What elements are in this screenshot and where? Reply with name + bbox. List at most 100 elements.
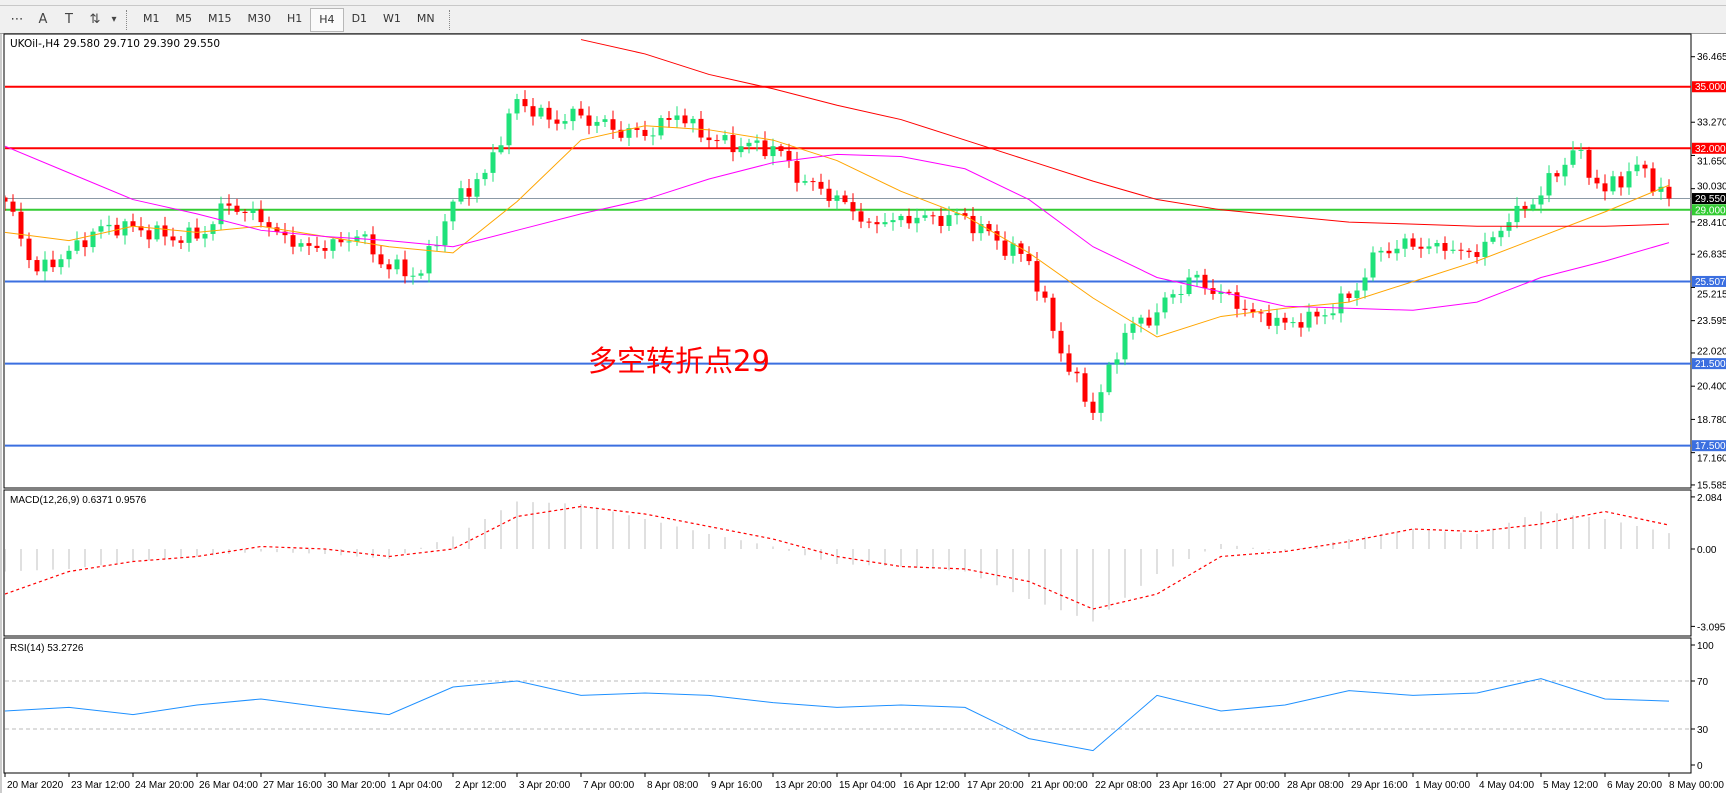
candle-body [938, 215, 944, 226]
candle-body [1298, 322, 1304, 328]
candle-body [1162, 297, 1168, 313]
candle-body [74, 240, 80, 251]
candle-body [378, 254, 384, 265]
candle-body [138, 226, 144, 231]
candle-body [1522, 205, 1528, 209]
timeframe-m15[interactable]: M15 [208, 12, 232, 25]
candle-body [706, 137, 712, 141]
candle-body [1394, 248, 1400, 254]
candle-body [1346, 293, 1352, 299]
timeframe-m30[interactable]: M30 [247, 12, 272, 25]
timeframe-h4[interactable]: H4 [310, 7, 344, 32]
candle-body [714, 140, 720, 142]
candle-body [882, 222, 888, 225]
candle-body [514, 99, 520, 114]
level-label: 32.000 [1695, 144, 1726, 155]
moving-average-slow [580, 39, 1670, 227]
candle-body [1194, 274, 1200, 278]
candle-body [410, 275, 416, 277]
timeframe-d1[interactable]: D1 [351, 12, 368, 25]
time-tick-label: 28 Apr 08:00 [1287, 780, 1344, 791]
candle-body [1618, 176, 1624, 188]
candle-body [1426, 246, 1432, 249]
candle-body [426, 246, 432, 274]
candle-body [1610, 176, 1616, 192]
candle-body [42, 259, 48, 272]
chevron-down-icon[interactable]: ▾ [111, 14, 117, 25]
time-tick-label: 8 May 00:00 [1669, 780, 1724, 791]
candle-body [626, 128, 632, 138]
candle-body [1666, 186, 1672, 199]
time-tick-label: 4 May 04:00 [1479, 780, 1534, 791]
candle-body [770, 146, 776, 157]
time-tick-label: 29 Apr 16:00 [1351, 780, 1408, 791]
candle-body [826, 188, 832, 201]
candle-body [578, 108, 584, 116]
candle-body [1386, 250, 1392, 254]
candle-body [1482, 241, 1488, 257]
candle-body [674, 115, 680, 120]
price-tick-label: 22.020 [1697, 347, 1726, 358]
text-label-icon[interactable]: T [65, 12, 73, 27]
rsi-tick-label: 0 [1697, 761, 1703, 772]
candle-body [394, 259, 400, 270]
candle-body [954, 213, 960, 216]
level-label: 35.000 [1695, 82, 1726, 93]
candle-body [962, 213, 968, 216]
time-tick-label: 21 Apr 00:00 [1031, 780, 1088, 791]
timeframe-m5[interactable]: M5 [175, 12, 193, 25]
text-icon[interactable]: A [38, 12, 48, 27]
candle-body [1266, 312, 1272, 326]
timeframe-h1[interactable]: H1 [287, 12, 303, 25]
candle-body [5, 197, 8, 202]
time-tick-label: 23 Apr 16:00 [1159, 780, 1216, 791]
candle-body [154, 225, 160, 240]
candle-body [1570, 150, 1576, 165]
candle-body [906, 215, 912, 224]
candle-body [1210, 288, 1216, 294]
candle-body [1338, 293, 1344, 314]
timeframe-w1[interactable]: W1 [383, 12, 401, 25]
candle-body [1418, 246, 1424, 249]
timeframe-mn[interactable]: MN [416, 12, 435, 25]
candle-body [634, 128, 640, 130]
candle-body [978, 224, 984, 234]
candle-body [1554, 173, 1560, 177]
time-tick-label: 1 May 00:00 [1415, 780, 1470, 791]
candle-body [1562, 164, 1568, 177]
candle-body [922, 215, 928, 218]
candle-body [130, 221, 136, 227]
candle-body [1474, 252, 1480, 257]
candle-body [834, 195, 840, 201]
arrows-icon[interactable]: ⇅ [89, 12, 101, 27]
fibonacci-fan-icon[interactable]: ⋯ [10, 12, 24, 27]
candle-body [874, 222, 880, 225]
candle-body [1218, 291, 1224, 294]
candle-body [450, 201, 456, 222]
candle-body [778, 146, 784, 151]
candle-body [1450, 249, 1456, 251]
candle-body [1106, 364, 1112, 393]
candle-body [1146, 317, 1152, 326]
candle-body [1370, 252, 1376, 278]
price-tick-label: 15.585 [1697, 480, 1726, 491]
candle-body [258, 209, 264, 223]
candle-body [602, 119, 608, 122]
annotation-text: 多空转折点29 [588, 344, 770, 378]
candle-body [1442, 243, 1448, 251]
level-label: 21.500 [1695, 359, 1726, 370]
candle-body [994, 231, 1000, 241]
candle-body [1658, 186, 1664, 192]
candle-body [642, 129, 648, 136]
candle-body [10, 201, 16, 212]
macd-tick-label: 2.084 [1697, 493, 1722, 504]
candle-body [98, 226, 104, 232]
level-label-bg [1692, 81, 1726, 93]
candle-body [1082, 373, 1088, 402]
candle-body [1058, 330, 1064, 354]
timeframe-m1[interactable]: M1 [143, 12, 160, 25]
candle-body [346, 241, 352, 243]
time-tick-label: 2 Apr 12:00 [455, 780, 507, 791]
candle-body [1170, 294, 1176, 298]
